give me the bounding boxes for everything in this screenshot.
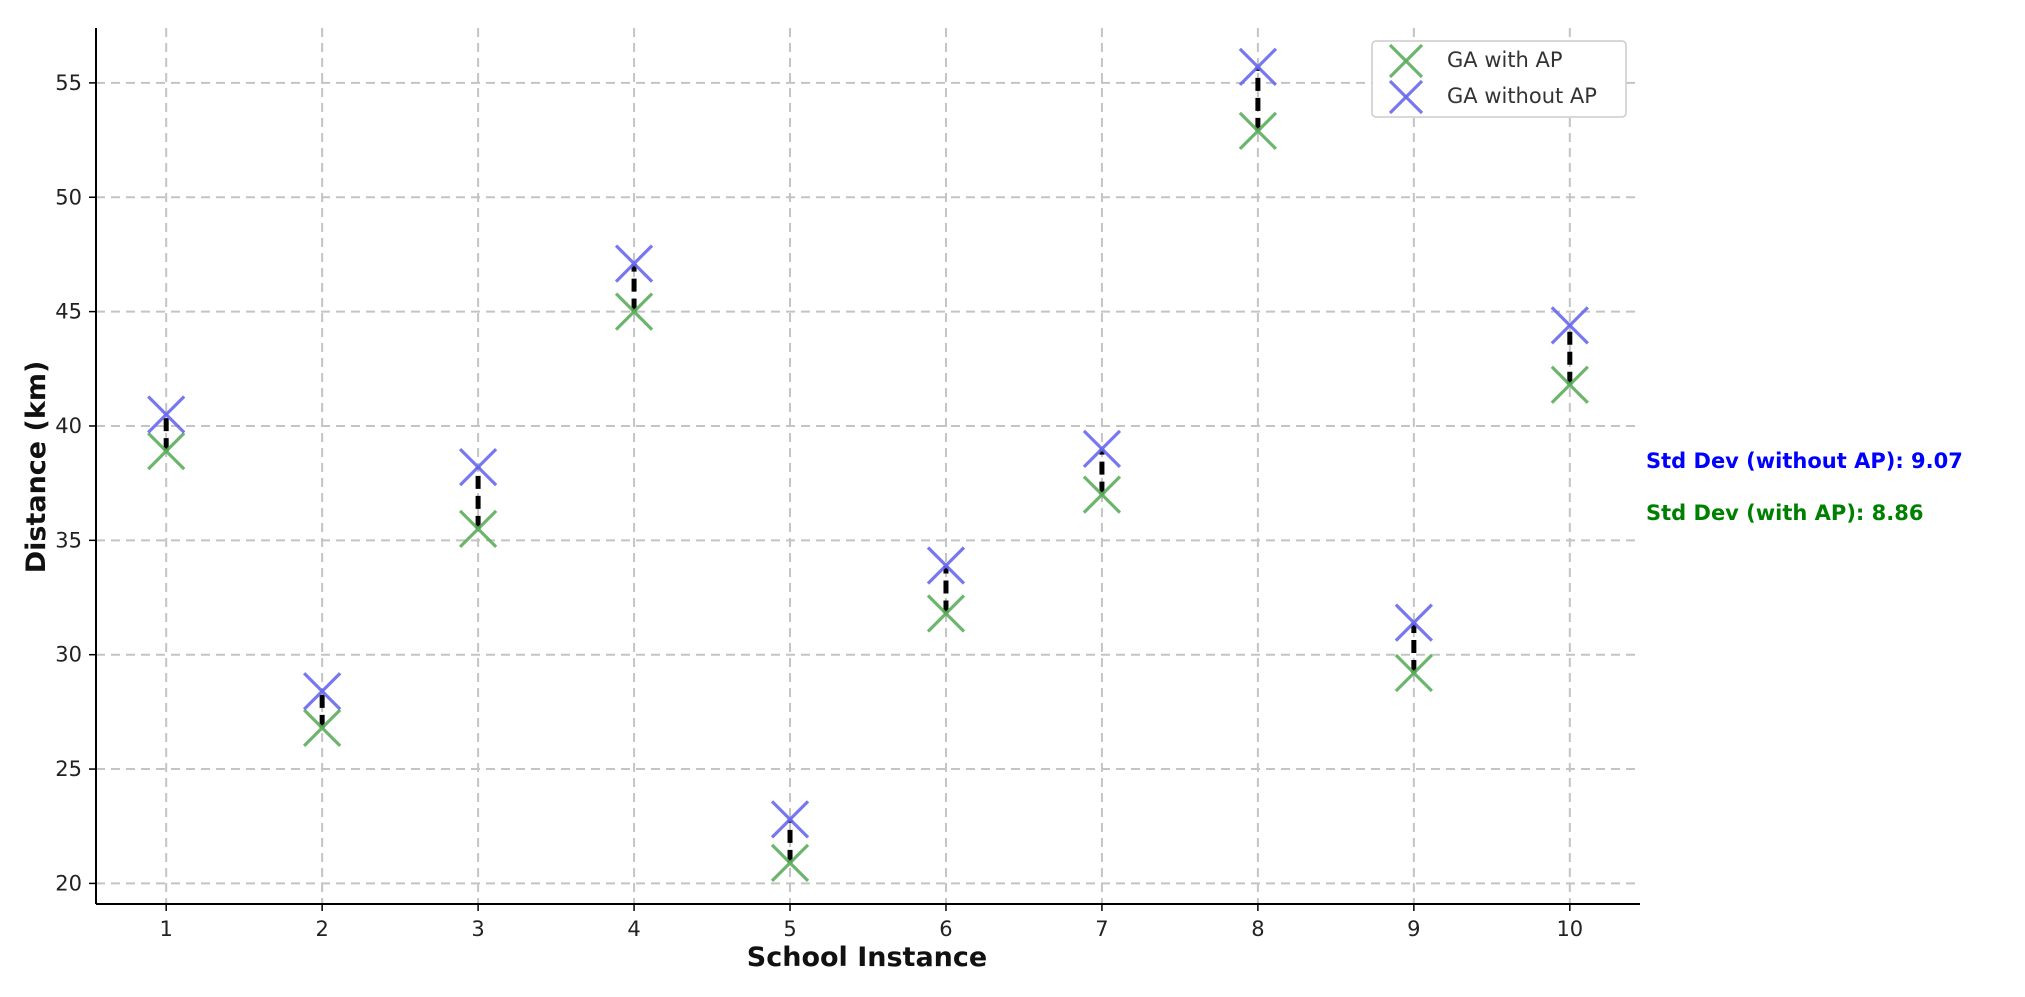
point-ga-with-ap-10 [1550, 365, 1589, 404]
x-tick-label-9: 9 [1407, 917, 1420, 941]
legend-label-ga-without-ap: GA without AP [1447, 84, 1597, 108]
legend-marker-ga-with-ap [1388, 43, 1424, 79]
grid [96, 28, 1640, 904]
x-axis-title: School Instance [747, 942, 987, 973]
x-tick-label-4: 4 [627, 917, 640, 941]
point-ga-without-ap-2 [303, 672, 342, 711]
difference-lines [163, 66, 1573, 863]
y-axis-title: Distance (km) [21, 361, 52, 574]
point-ga-without-ap-7 [1082, 429, 1122, 468]
x-tick-label-1: 1 [159, 917, 172, 941]
x-tick-label-3: 3 [471, 917, 484, 941]
y-tick-label-20: 20 [55, 871, 82, 895]
point-ga-with-ap-8 [1238, 111, 1278, 151]
legend-marker-shape-ga-with-ap [1388, 43, 1424, 79]
point-ga-without-ap-3 [458, 448, 498, 487]
std-dev-without-ap-annotation: Std Dev (without AP): 9.07 [1646, 449, 1963, 473]
x-tick-label-2: 2 [315, 917, 328, 941]
axes [89, 28, 1640, 911]
x-tick-label-6: 6 [939, 917, 952, 941]
point-ga-with-ap-1 [147, 432, 186, 471]
point-ga-without-ap-4 [614, 244, 654, 283]
point-ga-with-ap-9 [1394, 653, 1433, 693]
legend-marker-shape-ga-without-ap [1388, 79, 1424, 115]
y-tick-label-25: 25 [55, 757, 82, 781]
legend-box [1371, 40, 1627, 118]
point-ga-without-ap-5 [770, 800, 810, 839]
point-ga-with-ap-6 [926, 594, 966, 633]
point-ga-with-ap-7 [1082, 475, 1122, 514]
legend-label-ga-with-ap: GA with AP [1447, 48, 1563, 72]
y-tick-label-50: 50 [55, 185, 82, 209]
legend: GA with AP GA without AP [1371, 40, 1627, 118]
x-tick-label-10: 10 [1556, 917, 1583, 941]
x-tick-label-8: 8 [1251, 917, 1264, 941]
legend-marker-ga-without-ap [1388, 79, 1424, 115]
point-ga-with-ap-3 [458, 509, 498, 549]
y-tick-label-45: 45 [55, 300, 82, 324]
y-tick-label-40: 40 [55, 414, 82, 438]
x-tick-label-5: 5 [783, 917, 796, 941]
y-tick-label-35: 35 [55, 528, 82, 552]
data-points [147, 47, 1589, 882]
x-tick-label-7: 7 [1095, 917, 1108, 941]
point-ga-with-ap-4 [614, 292, 654, 331]
point-ga-with-ap-2 [303, 708, 342, 748]
point-ga-with-ap-5 [770, 843, 810, 882]
y-tick-label-30: 30 [55, 643, 82, 667]
point-ga-without-ap-8 [1238, 47, 1278, 87]
point-ga-without-ap-9 [1394, 603, 1433, 642]
point-ga-without-ap-1 [147, 395, 186, 434]
point-ga-without-ap-10 [1550, 306, 1589, 345]
point-ga-without-ap-6 [926, 546, 966, 585]
y-tick-label-55: 55 [55, 71, 82, 95]
std-dev-with-ap-annotation: Std Dev (with AP): 8.86 [1646, 501, 1923, 525]
